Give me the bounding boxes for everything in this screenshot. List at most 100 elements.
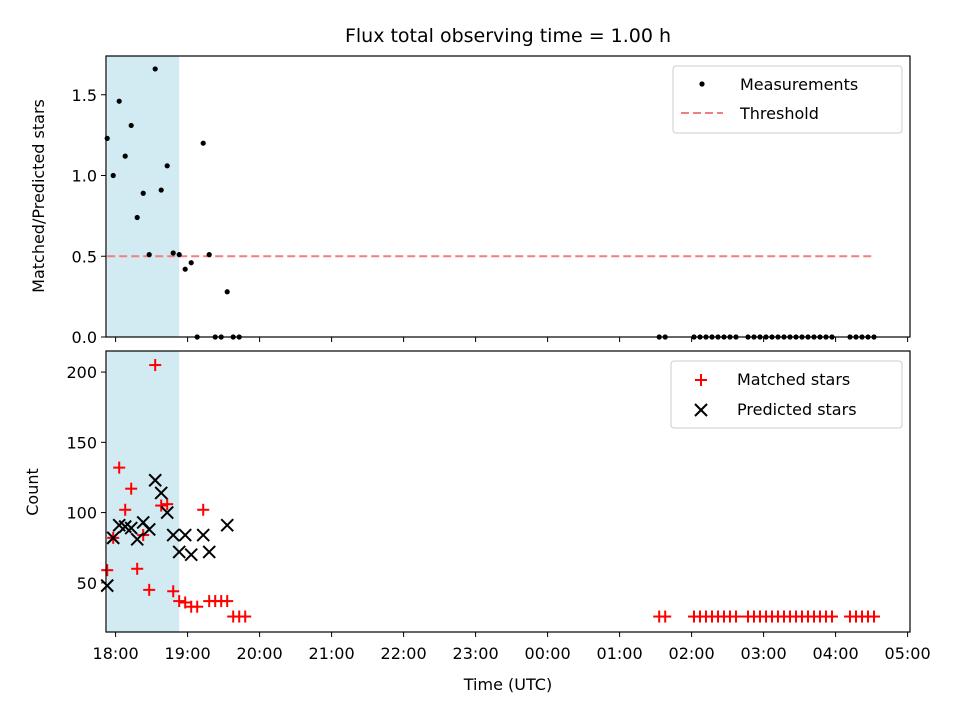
- measurement-point: [110, 172, 116, 179]
- legend-threshold-label: Threshold: [739, 104, 819, 123]
- legend-measurements-marker: [699, 81, 705, 87]
- measurement-point: [134, 214, 140, 221]
- x-tick-label: 21:00: [309, 644, 355, 663]
- top-chart-shaded-span: [107, 56, 180, 337]
- x-tick-label: 19:00: [165, 644, 211, 663]
- predicted-stars-series: [100, 473, 234, 593]
- predicted-stars-point: [202, 545, 216, 559]
- y-tick-label: 200: [66, 363, 97, 382]
- measurement-point: [140, 190, 146, 196]
- measurement-point: [116, 98, 122, 104]
- top-chart-ylabel: Matched/Predicted stars: [29, 99, 48, 293]
- matched-stars-point: [191, 600, 204, 613]
- matched-stars-point: [101, 564, 114, 577]
- top-chart-panel: 0.0 0.5 1.0 1.5 Measurements Threshold: [72, 55, 911, 347]
- x-tick-label: 05:00: [885, 644, 931, 663]
- predicted-stars-point: [130, 532, 144, 546]
- y-tick-label: 1.0: [72, 167, 97, 186]
- y-tick-label: 0.5: [72, 247, 97, 266]
- x-tick-label: 22:00: [381, 644, 427, 663]
- matched-stars-point: [826, 610, 838, 623]
- top-chart-frame: [105, 55, 911, 338]
- x-tick-label: 00:00: [525, 644, 571, 663]
- y-tick-label: 1.5: [72, 86, 97, 105]
- bottom-chart-y-ticks: 50 100 150 200: [66, 363, 106, 593]
- top-chart-y-ticks: 0.0 0.5 1.0 1.5: [72, 86, 106, 347]
- bottom-chart-shaded-span: [107, 351, 180, 632]
- y-tick-label: 100: [66, 504, 97, 523]
- predicted-stars-point: [106, 531, 120, 545]
- matched-stars-point: [131, 562, 144, 575]
- matched-stars-point: [149, 359, 162, 372]
- measurement-point: [122, 153, 128, 159]
- matched-stars-point: [155, 499, 168, 512]
- measurement-point: [200, 140, 206, 146]
- top-chart-x-ticks: [115, 337, 909, 342]
- measurement-point: [164, 163, 170, 169]
- matched-stars-point: [119, 503, 132, 516]
- x-tick-label: 23:00: [453, 644, 499, 663]
- predicted-stars-point: [124, 521, 138, 535]
- matched-stars-series: [101, 359, 880, 623]
- top-chart-title: Flux total observing time = 1.00 h: [345, 25, 671, 47]
- legend-matched-stars-label: Matched stars: [737, 370, 850, 389]
- matched-stars-point: [125, 482, 138, 495]
- measurement-point: [146, 252, 152, 258]
- matched-stars-point: [239, 610, 252, 623]
- matched-stars-point: [221, 595, 234, 608]
- matched-stars-point: [167, 585, 180, 598]
- measurement-point: [206, 252, 212, 258]
- legend-predicted-stars-label: Predicted stars: [737, 400, 857, 419]
- shaded-span-rect: [107, 56, 180, 337]
- measurement-point: [104, 135, 110, 141]
- predicted-stars-point: [220, 518, 234, 532]
- measurement-point: [188, 260, 194, 266]
- x-tick-label: 03:00: [741, 644, 787, 663]
- legend-measurements-label: Measurements: [740, 75, 858, 94]
- measurement-point: [224, 289, 230, 295]
- legend-matched-stars-marker: [695, 374, 707, 386]
- x-tick-label: 01:00: [597, 644, 643, 663]
- top-legend-box: [672, 65, 903, 134]
- matched-stars-point: [173, 595, 186, 608]
- measurement-point: [158, 187, 164, 193]
- x-tick-label: 20:00: [237, 644, 283, 663]
- legend-predicted-stars-marker: [694, 403, 708, 417]
- bottom-chart-ylabel: Count: [23, 468, 42, 516]
- measurement-point: [128, 122, 134, 129]
- measurement-point: [152, 66, 158, 72]
- predicted-stars-point: [160, 505, 174, 520]
- y-tick-label: 50: [77, 574, 97, 593]
- bottom-chart-xlabel: Time (UTC): [463, 675, 552, 694]
- matched-stars-point: [143, 583, 156, 596]
- x-tick-label: 18:00: [93, 644, 139, 663]
- predicted-stars-point: [166, 528, 180, 542]
- matched-stars-point: [161, 498, 174, 511]
- predicted-stars-point: [172, 545, 186, 559]
- predicted-stars-point: [178, 528, 192, 542]
- x-tick-label: 02:00: [669, 644, 715, 663]
- x-tick-label: 04:00: [813, 644, 859, 663]
- matched-stars-point: [659, 610, 672, 623]
- measurement-point: [182, 266, 188, 272]
- shaded-span-rect: [107, 351, 180, 632]
- matched-stars-point: [730, 610, 742, 623]
- matched-stars-point: [197, 503, 210, 516]
- predicted-stars-point: [154, 486, 168, 500]
- predicted-stars-point: [148, 473, 162, 487]
- matched-stars-point: [868, 610, 880, 623]
- predicted-stars-point: [142, 522, 156, 537]
- matched-stars-point: [113, 461, 126, 474]
- y-tick-label: 0.0: [72, 328, 97, 347]
- predicted-stars-point: [184, 548, 198, 562]
- top-chart-legend: Measurements Threshold: [672, 65, 903, 134]
- bottom-legend-box: [670, 360, 903, 429]
- predicted-stars-point: [196, 528, 210, 542]
- bottom-chart-panel: 50 100 150 200 18:00 19:00 20:00 21:00 22:00 23:…: [66, 350, 931, 663]
- bottom-chart-legend: Matched stars Predicted stars: [670, 360, 903, 429]
- bottom-chart-x-ticks: 18:00 19:00 20:00 21:00 22:00 23:00 00:00 01:00…: [93, 632, 931, 663]
- bottom-chart-frame: [105, 350, 911, 633]
- measurement-point: [176, 252, 182, 258]
- y-tick-label: 150: [66, 433, 97, 452]
